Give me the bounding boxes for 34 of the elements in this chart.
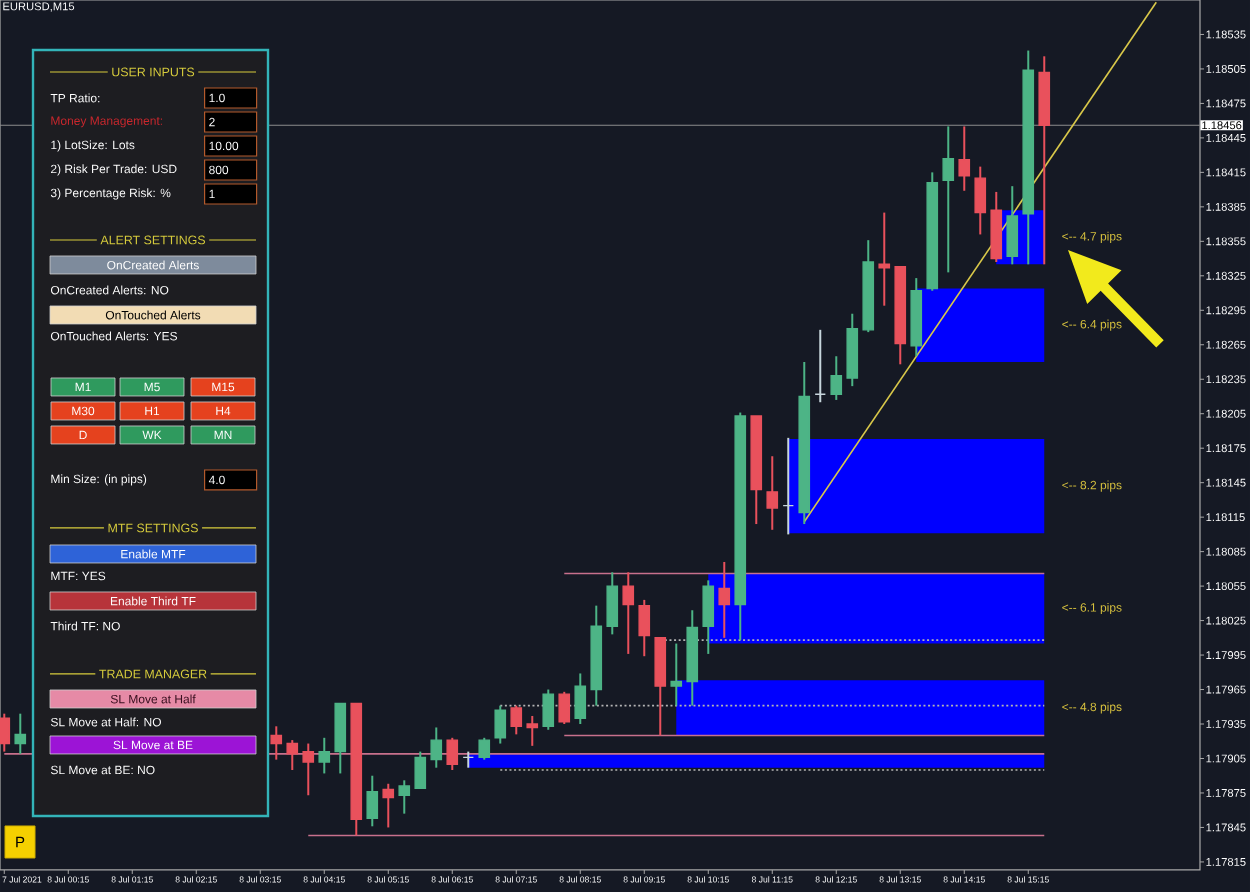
candlestick <box>574 672 587 726</box>
candlestick <box>526 714 539 747</box>
candlestick <box>558 690 571 726</box>
candlestick <box>494 704 507 745</box>
candlestick <box>542 688 555 731</box>
candlestick <box>622 571 635 655</box>
candlestick <box>782 436 795 536</box>
candlestick <box>446 736 459 771</box>
candlestick <box>718 560 731 639</box>
candlestick <box>478 736 491 761</box>
candlestick <box>830 355 843 401</box>
candlestick <box>14 712 27 755</box>
candlestick <box>398 779 411 815</box>
candlestick <box>638 598 651 658</box>
candlestick <box>942 125 955 274</box>
candlestick <box>302 742 315 797</box>
candlestick <box>958 125 971 192</box>
candlestick <box>366 774 379 828</box>
candlestick <box>462 750 475 769</box>
candlestick <box>382 782 395 829</box>
candlestick <box>974 165 987 236</box>
candlestick <box>814 328 827 404</box>
candlestick <box>270 725 283 761</box>
candlestick <box>606 571 619 636</box>
candlestick <box>414 750 427 790</box>
candlestick <box>0 712 11 753</box>
candlestick <box>670 642 683 707</box>
candlestick <box>1006 185 1019 266</box>
candlestick <box>766 455 779 531</box>
candlestick <box>318 736 331 775</box>
candlestick <box>430 726 443 769</box>
candlestick <box>702 579 715 655</box>
candlestick <box>286 739 299 771</box>
candlestick <box>510 704 523 736</box>
